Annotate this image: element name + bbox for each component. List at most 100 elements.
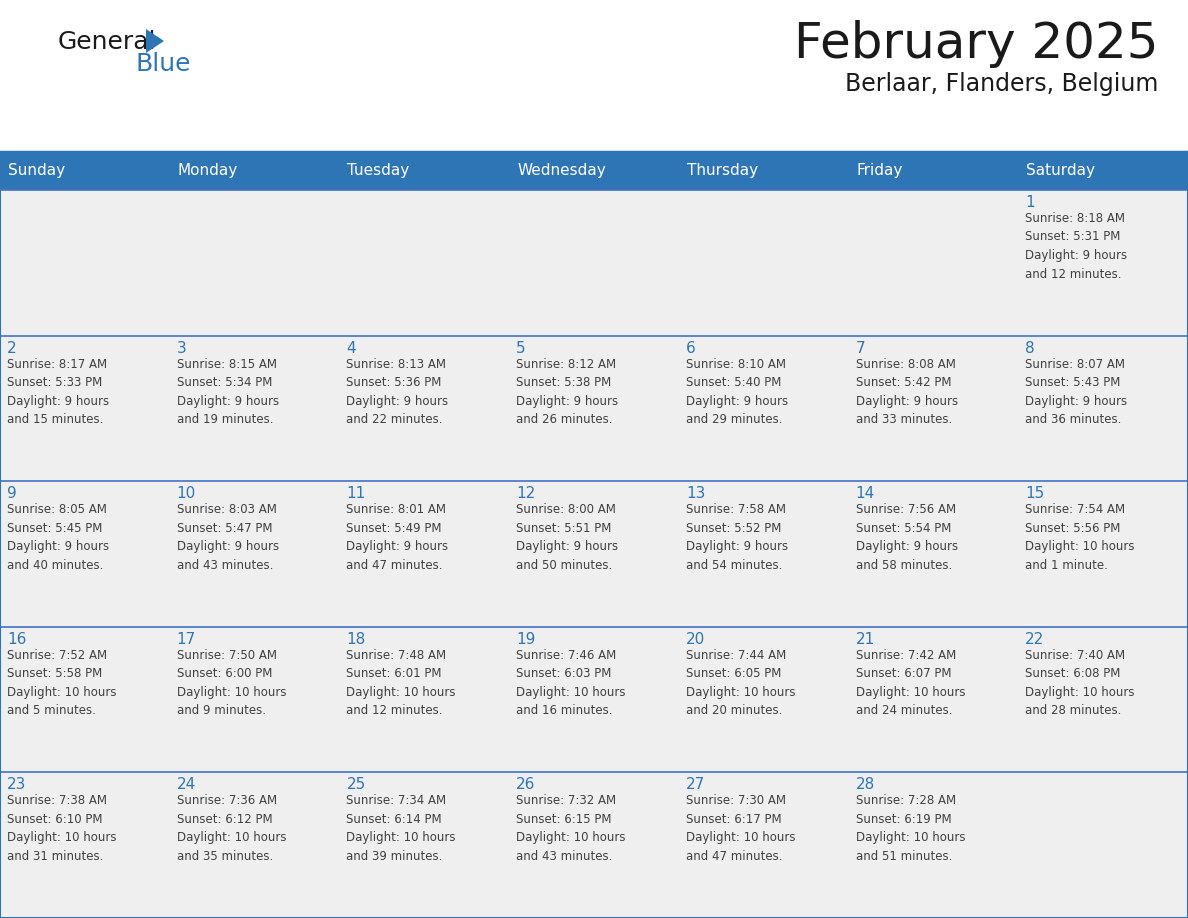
Bar [678,190,848,336]
Bar [848,772,1018,918]
Text: 20: 20 [685,632,706,647]
Text: 9: 9 [7,487,17,501]
Text: Sunrise: 7:38 AM
Sunset: 6:10 PM
Daylight: 10 hours
and 31 minutes.: Sunrise: 7:38 AM Sunset: 6:10 PM Dayligh… [7,794,116,863]
Text: 27: 27 [685,778,706,792]
Bar [170,481,340,627]
Text: Sunrise: 8:15 AM
Sunset: 5:34 PM
Daylight: 9 hours
and 19 minutes.: Sunrise: 8:15 AM Sunset: 5:34 PM Dayligh… [177,358,279,426]
Text: Sunrise: 8:08 AM
Sunset: 5:42 PM
Daylight: 9 hours
and 33 minutes.: Sunrise: 8:08 AM Sunset: 5:42 PM Dayligh… [855,358,958,426]
Bar [1018,481,1188,627]
Bar [848,627,1018,772]
Bar [340,772,510,918]
Bar [0,772,170,918]
Bar [0,627,170,772]
Text: 3: 3 [177,341,187,355]
Text: Sunrise: 7:44 AM
Sunset: 6:05 PM
Daylight: 10 hours
and 20 minutes.: Sunrise: 7:44 AM Sunset: 6:05 PM Dayligh… [685,649,795,717]
Polygon shape [146,29,164,53]
Text: 18: 18 [347,632,366,647]
Text: Berlaar, Flanders, Belgium: Berlaar, Flanders, Belgium [845,72,1158,96]
Text: 22: 22 [1025,632,1044,647]
Text: 16: 16 [7,632,26,647]
Text: Sunrise: 7:50 AM
Sunset: 6:00 PM
Daylight: 10 hours
and 9 minutes.: Sunrise: 7:50 AM Sunset: 6:00 PM Dayligh… [177,649,286,717]
Text: Sunrise: 8:18 AM
Sunset: 5:31 PM
Daylight: 9 hours
and 12 minutes.: Sunrise: 8:18 AM Sunset: 5:31 PM Dayligh… [1025,212,1127,281]
Text: 1: 1 [1025,195,1035,210]
Text: 28: 28 [855,778,874,792]
Bar [1018,772,1188,918]
Text: Thursday: Thursday [687,163,758,178]
Text: 25: 25 [347,778,366,792]
Text: Friday: Friday [857,163,903,178]
Text: 11: 11 [347,487,366,501]
Text: Sunrise: 8:05 AM
Sunset: 5:45 PM
Daylight: 9 hours
and 40 minutes.: Sunrise: 8:05 AM Sunset: 5:45 PM Dayligh… [7,503,109,572]
Text: 4: 4 [347,341,356,355]
Text: Sunrise: 8:03 AM
Sunset: 5:47 PM
Daylight: 9 hours
and 43 minutes.: Sunrise: 8:03 AM Sunset: 5:47 PM Dayligh… [177,503,279,572]
Text: Sunrise: 7:36 AM
Sunset: 6:12 PM
Daylight: 10 hours
and 35 minutes.: Sunrise: 7:36 AM Sunset: 6:12 PM Dayligh… [177,794,286,863]
Bar [0,152,1188,190]
Bar [510,190,678,336]
Bar [170,627,340,772]
Bar [510,336,678,481]
Text: Sunrise: 7:46 AM
Sunset: 6:03 PM
Daylight: 10 hours
and 16 minutes.: Sunrise: 7:46 AM Sunset: 6:03 PM Dayligh… [516,649,626,717]
Text: 8: 8 [1025,341,1035,355]
Bar [848,336,1018,481]
Text: Monday: Monday [178,163,238,178]
Text: Sunrise: 8:17 AM
Sunset: 5:33 PM
Daylight: 9 hours
and 15 minutes.: Sunrise: 8:17 AM Sunset: 5:33 PM Dayligh… [7,358,109,426]
Text: Sunrise: 7:32 AM
Sunset: 6:15 PM
Daylight: 10 hours
and 43 minutes.: Sunrise: 7:32 AM Sunset: 6:15 PM Dayligh… [516,794,626,863]
Text: Sunrise: 7:28 AM
Sunset: 6:19 PM
Daylight: 10 hours
and 51 minutes.: Sunrise: 7:28 AM Sunset: 6:19 PM Dayligh… [855,794,965,863]
Text: 23: 23 [7,778,26,792]
Text: 14: 14 [855,487,874,501]
Text: Wednesday: Wednesday [517,163,606,178]
Bar [340,336,510,481]
Text: 5: 5 [516,341,526,355]
Bar [678,336,848,481]
Text: 19: 19 [516,632,536,647]
Text: February 2025: February 2025 [794,20,1158,68]
Bar [0,481,170,627]
Bar [510,627,678,772]
Bar [1018,627,1188,772]
Text: Sunrise: 8:10 AM
Sunset: 5:40 PM
Daylight: 9 hours
and 29 minutes.: Sunrise: 8:10 AM Sunset: 5:40 PM Dayligh… [685,358,788,426]
Text: Tuesday: Tuesday [347,163,410,178]
Text: Sunrise: 7:40 AM
Sunset: 6:08 PM
Daylight: 10 hours
and 28 minutes.: Sunrise: 7:40 AM Sunset: 6:08 PM Dayligh… [1025,649,1135,717]
Text: Sunrise: 8:00 AM
Sunset: 5:51 PM
Daylight: 9 hours
and 50 minutes.: Sunrise: 8:00 AM Sunset: 5:51 PM Dayligh… [516,503,618,572]
Bar [0,190,170,336]
Bar [678,481,848,627]
Text: Sunrise: 7:30 AM
Sunset: 6:17 PM
Daylight: 10 hours
and 47 minutes.: Sunrise: 7:30 AM Sunset: 6:17 PM Dayligh… [685,794,795,863]
Bar [510,772,678,918]
Text: 15: 15 [1025,487,1044,501]
Text: 26: 26 [516,778,536,792]
Bar [848,481,1018,627]
Text: Saturday: Saturday [1026,163,1095,178]
Text: Sunrise: 8:01 AM
Sunset: 5:49 PM
Daylight: 9 hours
and 47 minutes.: Sunrise: 8:01 AM Sunset: 5:49 PM Dayligh… [347,503,449,572]
Text: 2: 2 [7,341,17,355]
Text: Sunrise: 7:54 AM
Sunset: 5:56 PM
Daylight: 10 hours
and 1 minute.: Sunrise: 7:54 AM Sunset: 5:56 PM Dayligh… [1025,503,1135,572]
Text: General: General [58,30,157,54]
Text: 10: 10 [177,487,196,501]
Bar [678,772,848,918]
Text: Sunrise: 7:48 AM
Sunset: 6:01 PM
Daylight: 10 hours
and 12 minutes.: Sunrise: 7:48 AM Sunset: 6:01 PM Dayligh… [347,649,456,717]
Text: Sunrise: 7:52 AM
Sunset: 5:58 PM
Daylight: 10 hours
and 5 minutes.: Sunrise: 7:52 AM Sunset: 5:58 PM Dayligh… [7,649,116,717]
Text: Sunrise: 7:56 AM
Sunset: 5:54 PM
Daylight: 9 hours
and 58 minutes.: Sunrise: 7:56 AM Sunset: 5:54 PM Dayligh… [855,503,958,572]
Bar [170,336,340,481]
Bar [170,190,340,336]
Text: Sunday: Sunday [8,163,65,178]
Text: Sunrise: 7:42 AM
Sunset: 6:07 PM
Daylight: 10 hours
and 24 minutes.: Sunrise: 7:42 AM Sunset: 6:07 PM Dayligh… [855,649,965,717]
Text: Blue: Blue [135,52,191,76]
Text: 13: 13 [685,487,706,501]
Text: Sunrise: 7:34 AM
Sunset: 6:14 PM
Daylight: 10 hours
and 39 minutes.: Sunrise: 7:34 AM Sunset: 6:14 PM Dayligh… [347,794,456,863]
Text: Sunrise: 8:12 AM
Sunset: 5:38 PM
Daylight: 9 hours
and 26 minutes.: Sunrise: 8:12 AM Sunset: 5:38 PM Dayligh… [516,358,618,426]
Text: Sunrise: 8:07 AM
Sunset: 5:43 PM
Daylight: 9 hours
and 36 minutes.: Sunrise: 8:07 AM Sunset: 5:43 PM Dayligh… [1025,358,1127,426]
Text: 24: 24 [177,778,196,792]
Text: 17: 17 [177,632,196,647]
Bar [848,190,1018,336]
Bar [340,190,510,336]
Bar [1018,336,1188,481]
Text: 6: 6 [685,341,696,355]
Bar [0,336,170,481]
Text: 12: 12 [516,487,536,501]
Text: Sunrise: 7:58 AM
Sunset: 5:52 PM
Daylight: 9 hours
and 54 minutes.: Sunrise: 7:58 AM Sunset: 5:52 PM Dayligh… [685,503,788,572]
Bar [678,627,848,772]
Bar [170,772,340,918]
Bar [340,481,510,627]
Bar [510,481,678,627]
Text: Sunrise: 8:13 AM
Sunset: 5:36 PM
Daylight: 9 hours
and 22 minutes.: Sunrise: 8:13 AM Sunset: 5:36 PM Dayligh… [347,358,449,426]
